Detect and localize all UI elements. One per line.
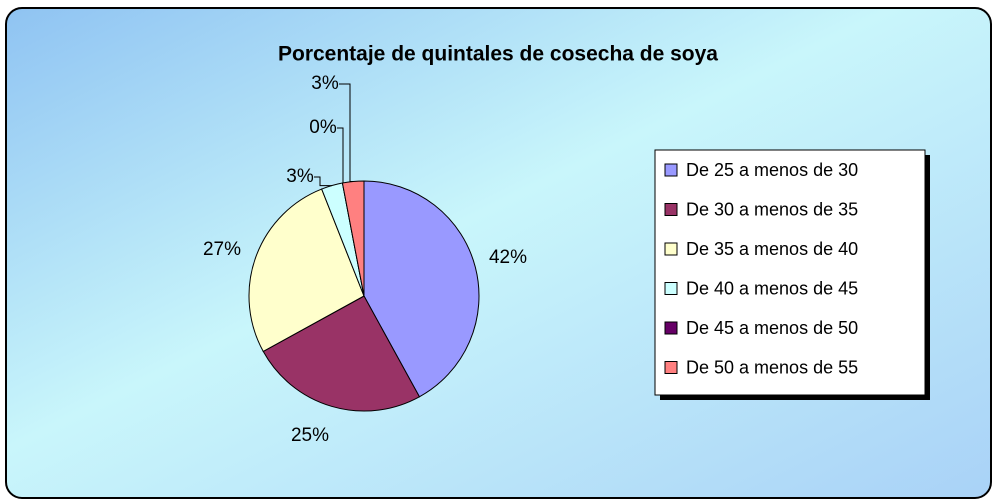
- legend-swatch: [664, 361, 678, 374]
- legend-label: De 30 a menos de 35: [686, 199, 858, 219]
- data-label: 0%: [309, 117, 337, 138]
- pie-slice: [262, 295, 421, 412]
- legend-label: De 50 a menos de 55: [686, 357, 858, 377]
- chart-title: Porcentaje de quintales de cosecha de so…: [278, 43, 718, 66]
- legend-swatch: [664, 282, 678, 295]
- legend-label: De 45 a menos de 50: [686, 318, 858, 338]
- pie-slice: [248, 188, 365, 353]
- leader-line: [339, 83, 354, 183]
- data-label: 42%: [489, 247, 527, 268]
- legend-label: De 40 a menos de 45: [686, 278, 858, 298]
- pie-slice: [363, 180, 480, 398]
- leader-line: [314, 176, 332, 187]
- legend-swatch: [664, 163, 678, 177]
- data-label: 25%: [291, 425, 329, 446]
- data-label: 27%: [203, 239, 241, 260]
- data-label: 3%: [311, 73, 339, 94]
- legend-swatch: [664, 242, 678, 256]
- legend-swatch: [664, 321, 678, 335]
- legend-label: De 25 a menos de 30: [686, 160, 858, 180]
- legend: [654, 149, 926, 396]
- data-label: 3%: [286, 166, 314, 187]
- legend-swatch: [664, 203, 678, 216]
- legend-label: De 35 a menos de 40: [686, 239, 858, 259]
